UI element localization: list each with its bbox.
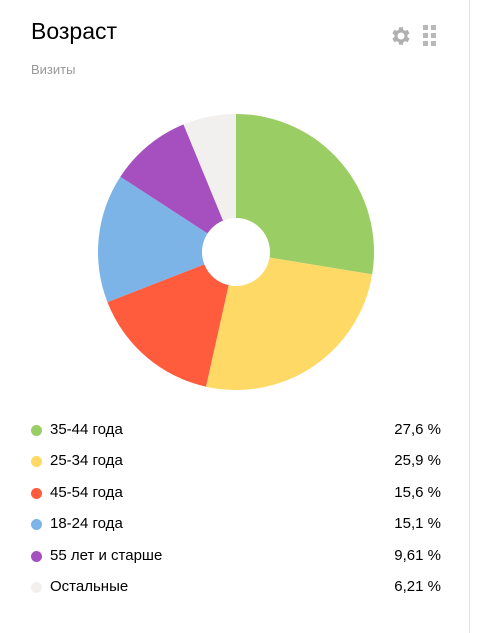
legend-dot <box>31 519 42 531</box>
drag-handle-icon[interactable] <box>423 25 437 47</box>
legend-label: 18-24 года <box>50 515 123 533</box>
legend-value: 6,21 % <box>394 577 441 595</box>
legend-dot <box>31 487 42 499</box>
legend-value: 27,6 % <box>394 421 441 438</box>
age-pie-chart <box>98 114 374 390</box>
legend-dot <box>31 550 42 562</box>
pie-slice[interactable] <box>107 252 237 387</box>
legend-dot <box>31 456 42 468</box>
legend-item[interactable]: 18-24 года 15,1 % <box>31 509 443 540</box>
gear-icon[interactable] <box>388 24 412 48</box>
legend-label: 25-34 года <box>50 452 123 470</box>
legend-value: 9,61 % <box>394 546 441 564</box>
legend-label: 35-44 года <box>50 421 123 438</box>
pie-slice[interactable] <box>205 252 373 390</box>
pie-slice[interactable] <box>183 114 236 252</box>
legend-dot <box>31 581 42 593</box>
legend-value: 15,6 % <box>394 483 441 501</box>
legend-value: 15,1 % <box>394 515 441 533</box>
legend-dot <box>31 425 42 436</box>
legend-item[interactable]: 45-54 года 15,6 % <box>31 478 443 509</box>
legend-label: 55 лет и старше <box>50 546 163 564</box>
pie-slice[interactable] <box>98 176 236 303</box>
legend-label: 45-54 года <box>50 483 123 501</box>
pie-slice[interactable] <box>120 124 236 252</box>
chart-legend: 35-44 года 27,6 % 25-34 года 25,9 % 45-54 го… <box>31 415 443 603</box>
legend-value: 25,9 % <box>394 452 441 470</box>
legend-item[interactable]: 35-44 года 27,6 % <box>31 415 443 446</box>
pie-slice[interactable] <box>236 114 374 275</box>
widget-title: Возраст <box>31 18 118 44</box>
donut-hole <box>202 218 270 286</box>
legend-label: Остальные <box>50 577 129 595</box>
legend-item[interactable]: 25-34 года 25,9 % <box>31 446 443 477</box>
legend-item[interactable]: 55 лет и старше 9,61 % <box>31 541 443 572</box>
widget-subtitle: Визиты <box>31 62 76 77</box>
legend-item[interactable]: Остальные 6,21 % <box>31 572 443 603</box>
